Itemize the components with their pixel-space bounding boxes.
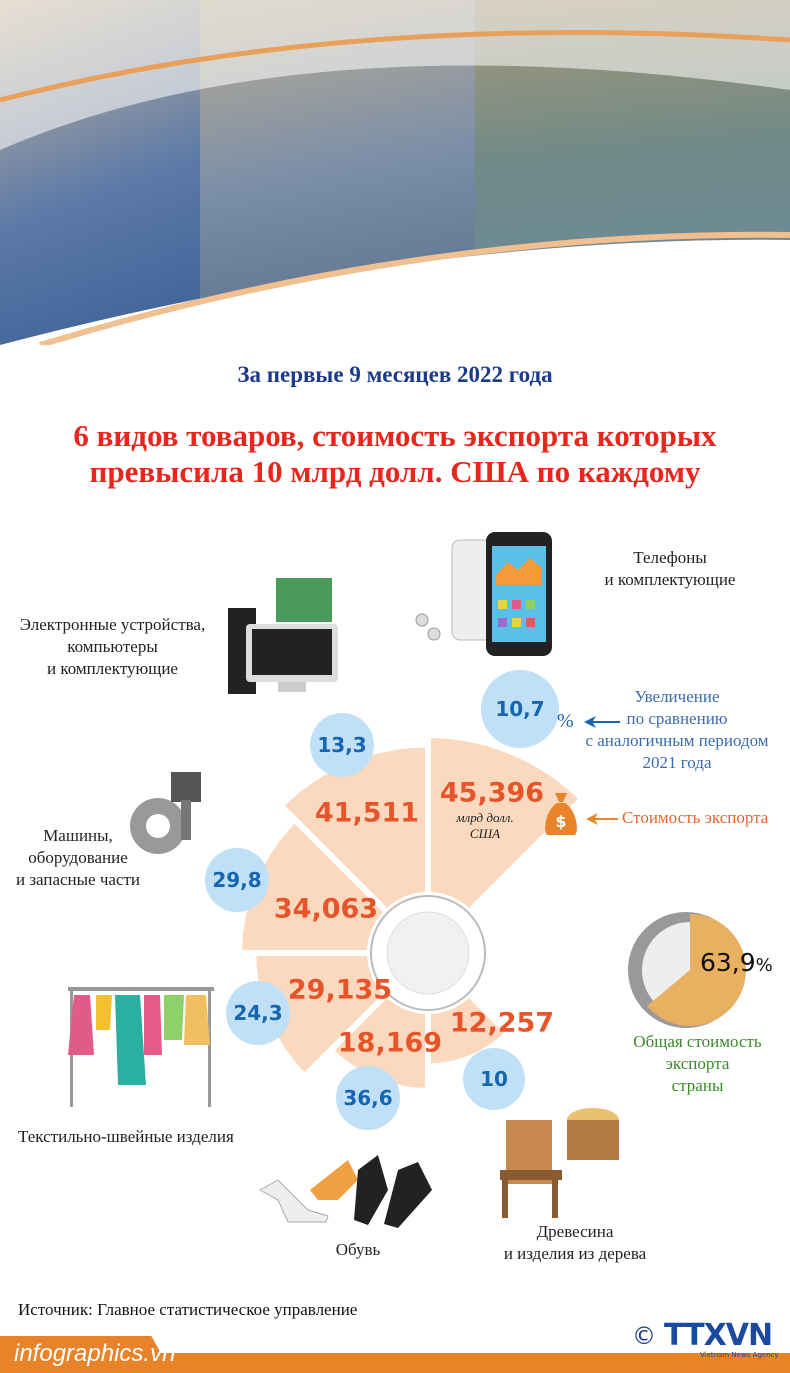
pie-share-slice bbox=[647, 914, 746, 1026]
value-label-textiles: 29,135 bbox=[287, 974, 393, 1006]
agency-subtitle: Vietnam News Agency bbox=[700, 1351, 779, 1359]
category-label-footwear: Обувь bbox=[335, 1240, 381, 1259]
arrow-left-icon bbox=[584, 716, 620, 728]
footer-bar bbox=[0, 1353, 790, 1373]
growth-bubble-wood: 10 bbox=[463, 1048, 525, 1110]
source-note: Источник: Главное статистическое управле… bbox=[18, 1300, 358, 1319]
page-title: 6 видов товаров, стоимость экспорта кото… bbox=[0, 418, 790, 490]
title-line-1: 6 видов товаров, стоимость экспорта кото… bbox=[73, 418, 717, 453]
value-legend: Стоимость экспорта bbox=[622, 808, 769, 827]
percent-sign: % bbox=[557, 710, 574, 732]
value-label-machinery: 34,063 bbox=[273, 893, 379, 925]
header-curve bbox=[0, 0, 790, 345]
copyright-icon: © bbox=[632, 1322, 656, 1350]
arrow-left-icon bbox=[586, 813, 618, 825]
category-label-electronics: Электронные устройства, компьютеры и компл… bbox=[19, 615, 206, 678]
share-pie-chart bbox=[628, 912, 746, 1028]
clothes-rack-icon bbox=[68, 987, 214, 1107]
shoes-icon bbox=[258, 1155, 432, 1228]
computer-icon bbox=[228, 578, 338, 694]
value-label-phones: 45,396 bbox=[439, 777, 545, 809]
brand-tab bbox=[0, 1336, 172, 1373]
value-label-electronics: 41,511 bbox=[314, 797, 420, 829]
agency-logo: TTXVN bbox=[664, 1318, 773, 1353]
growth-bubble-electronics: 13,3 bbox=[310, 713, 374, 777]
center-circle bbox=[386, 911, 470, 995]
header-photo-collage bbox=[0, 0, 790, 345]
share-value: 63,9% bbox=[700, 948, 773, 977]
svg-text:$: $ bbox=[555, 812, 566, 831]
gear-piston-icon bbox=[130, 772, 201, 854]
share-label: Общая стоимость экспорта страны bbox=[633, 1032, 762, 1095]
money-bag-icon: $ bbox=[545, 793, 577, 835]
category-label-machinery: Машины, оборудование и запасные части bbox=[15, 826, 141, 889]
category-label-wood: Древесина и изделия из дерева bbox=[503, 1222, 647, 1263]
category-label-textiles: Текстильно-швейные изделия bbox=[18, 1127, 234, 1146]
unit-label: млрд долл. США bbox=[456, 810, 514, 841]
value-label-wood: 12,257 bbox=[449, 1007, 555, 1039]
growth-legend: Увеличение по сравнению с аналогичным пери… bbox=[585, 687, 769, 772]
subtitle: За первые 9 месяцев 2022 года bbox=[237, 362, 553, 387]
value-label-footwear: 18,169 bbox=[337, 1027, 443, 1059]
growth-bubble-footwear: 36,6 bbox=[336, 1066, 400, 1130]
wooden-chair-icon bbox=[500, 1108, 619, 1218]
smartphone-icon bbox=[415, 532, 552, 656]
growth-bubble-textiles: 24,3 bbox=[226, 981, 290, 1045]
category-label-phones: Телефоны и комплектующие bbox=[604, 548, 736, 589]
growth-bubble-phones: 10,7 bbox=[481, 670, 559, 748]
growth-bubble-machinery: 29,8 bbox=[205, 848, 269, 912]
brand-label: infographics.vn bbox=[14, 1340, 176, 1367]
title-line-2: превысила 10 млрд долл. США по каждому bbox=[89, 454, 701, 489]
